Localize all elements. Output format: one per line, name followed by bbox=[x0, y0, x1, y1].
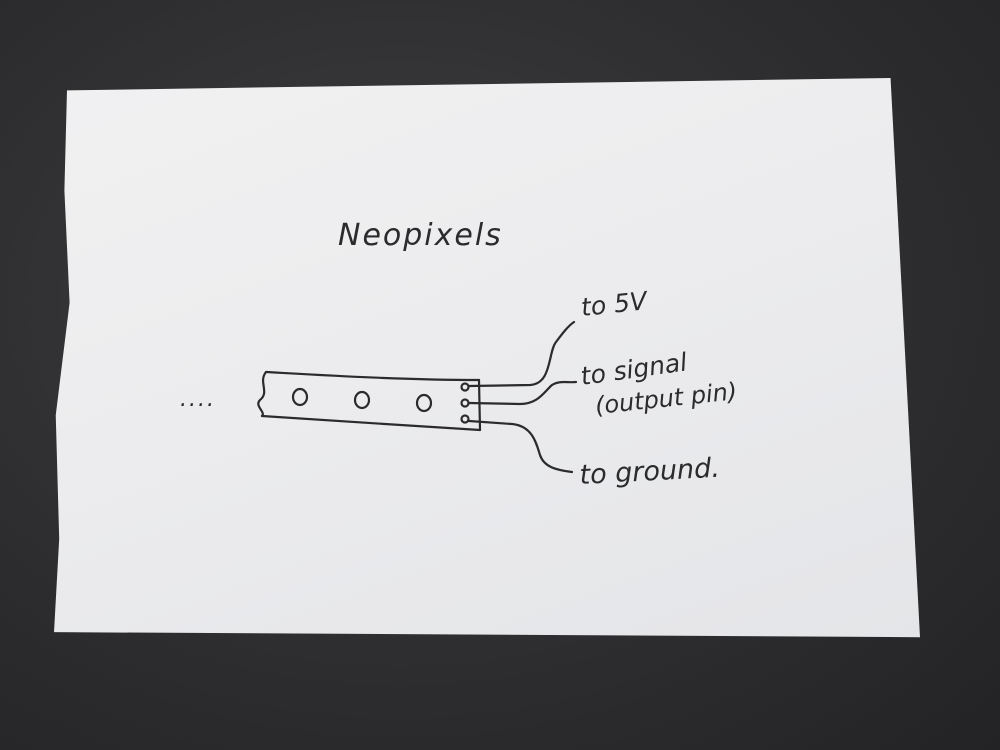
label-to-5v: to 5V bbox=[580, 286, 651, 322]
pad-5v bbox=[460, 382, 470, 392]
led-pixels bbox=[291, 387, 433, 413]
led-pixel-2 bbox=[353, 390, 371, 410]
paper-card bbox=[54, 78, 920, 638]
led-pixel-1 bbox=[291, 387, 309, 407]
pad-signal bbox=[460, 398, 470, 408]
solder-pads bbox=[460, 382, 470, 424]
strip-top-edge bbox=[264, 370, 481, 382]
strip-cut-edge bbox=[257, 370, 268, 418]
wire-ground bbox=[467, 419, 574, 474]
strip-bottom-edge bbox=[260, 414, 482, 432]
diagram-title: Neopixels bbox=[338, 218, 503, 253]
led-strip bbox=[257, 370, 482, 432]
label-to-ground: to ground. bbox=[579, 453, 721, 491]
wire-5v bbox=[467, 320, 576, 388]
wire-signal bbox=[467, 380, 578, 406]
pad-ground bbox=[460, 414, 470, 424]
wires bbox=[467, 320, 578, 474]
led-pixel-3 bbox=[415, 393, 433, 413]
strip-continuation-dots: .... bbox=[180, 387, 216, 412]
